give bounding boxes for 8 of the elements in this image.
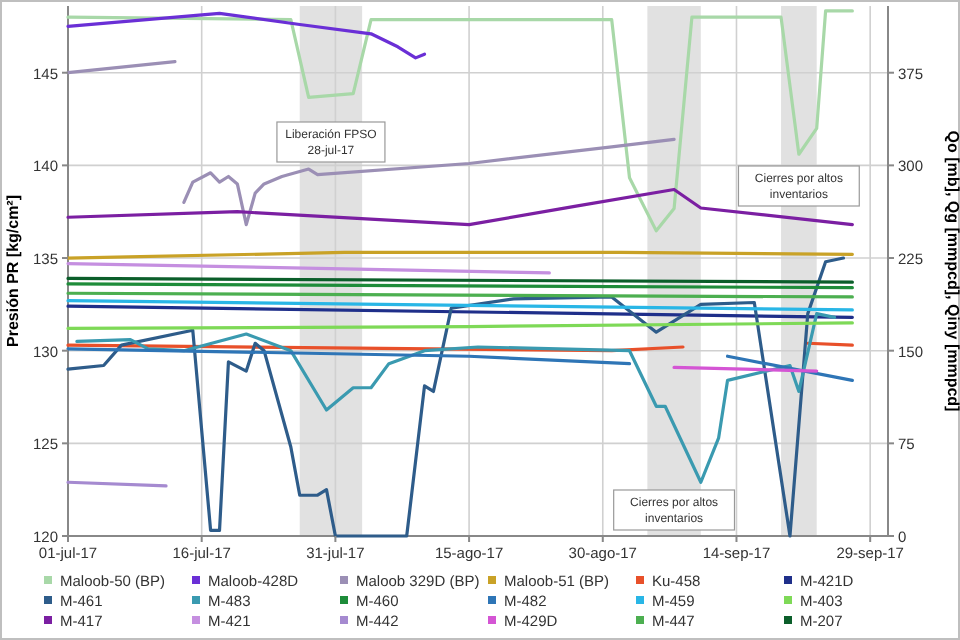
line-series [182,137,676,227]
line-series [75,312,837,484]
line-series [66,9,854,233]
line-series [66,256,846,538]
line-series [66,187,854,227]
y2-axis-title: Qo [mb], Qg [mmpcd], Qiny [mmpcd] [944,130,960,413]
line-series [66,11,427,60]
y-axis-title: Presión PR [kg/cm²] [4,194,22,348]
